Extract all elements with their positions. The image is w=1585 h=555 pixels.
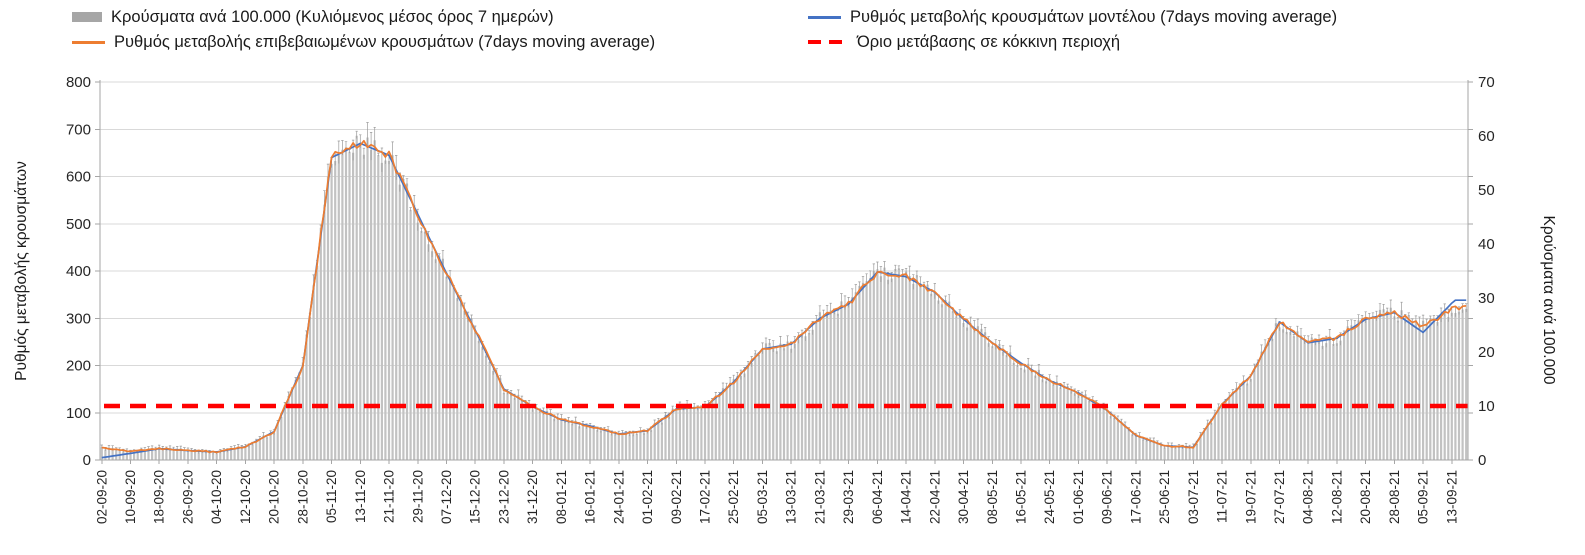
legend-item-red-threshold: Όριο μετάβασης σε κόκκινη περιοχή — [808, 32, 1337, 52]
x-tick-label: 04-08-21 — [1301, 470, 1316, 524]
x-tick-label: 25-02-21 — [726, 470, 741, 524]
legend-label-red-threshold: Όριο μετάβασης σε κόκκινη περιοχή — [857, 33, 1121, 51]
x-tick-label: 17-06-21 — [1128, 470, 1143, 524]
x-tick-label: 21-11-20 — [382, 470, 397, 523]
y-right-tick-label: 30 — [1478, 290, 1495, 307]
x-tick-label: 20-10-20 — [267, 470, 282, 524]
orange-line-swatch-icon — [72, 40, 105, 44]
x-tick-label: 29-11-20 — [410, 470, 425, 523]
x-tick-label: 06-04-21 — [870, 470, 885, 524]
blue-line-swatch-icon — [808, 15, 841, 19]
x-tick-label: 03-07-21 — [1186, 470, 1201, 524]
y-right-tick-label: 50 — [1478, 182, 1495, 199]
y-right-tick-label: 20 — [1478, 344, 1495, 361]
x-tick-label: 07-12-20 — [439, 470, 454, 524]
bar-swatch-icon — [72, 12, 102, 22]
axis-ticks — [95, 81, 1473, 464]
legend-label-cases-per-100k: Κρούσματα ανά 100.000 (Κυλιόμενος μέσος … — [111, 8, 554, 26]
y-right-tick-label: 0 — [1478, 452, 1486, 469]
x-tick-label: 20-08-21 — [1358, 470, 1373, 524]
legend-item-confirmed-rate: Ρυθμός μεταβολής επιβεβαιωμένων κρουσμάτ… — [72, 32, 808, 52]
x-tick-label: 02-09-20 — [94, 470, 109, 524]
x-tick-label: 16-01-21 — [583, 470, 598, 524]
x-tick-label: 24-05-21 — [1042, 470, 1057, 524]
y-left-tick-label: 400 — [66, 263, 91, 280]
left-axis-title: Ρυθμός μεταβολής κρουσμάτων — [13, 161, 30, 381]
y-left-tick-label: 200 — [66, 358, 91, 375]
x-tick-label: 18-09-20 — [152, 470, 167, 524]
confirmed-rate-line — [101, 139, 1467, 454]
axis-lines — [99, 80, 1469, 461]
legend-label-confirmed-rate: Ρυθμός μεταβολής επιβεβαιωμένων κρουσμάτ… — [114, 33, 656, 51]
x-tick-label: 13-03-21 — [784, 470, 799, 524]
x-tick-label: 10-09-20 — [123, 470, 138, 524]
x-tick-label: 13-09-21 — [1444, 470, 1459, 524]
x-tick-label: 13-11-20 — [353, 470, 368, 523]
x-tick-label: 31-12-20 — [525, 470, 540, 524]
x-tick-label: 16-05-21 — [1014, 470, 1029, 524]
x-tick-label: 30-04-21 — [956, 470, 971, 524]
legend-item-model-rate: Ρυθμός μεταβολής κρουσμάτων μοντέλου (7d… — [808, 7, 1337, 27]
red-dashed-swatch-icon — [808, 39, 848, 45]
y-left-tick-label: 500 — [66, 216, 91, 233]
y-left-tick-label: 300 — [66, 310, 91, 327]
x-tick-label: 11-07-21 — [1215, 470, 1230, 523]
x-tick-label: 17-02-21 — [698, 470, 713, 524]
x-tick-label: 08-01-21 — [554, 470, 569, 524]
x-tick-label: 01-06-21 — [1071, 470, 1086, 524]
x-tick-label: 09-06-21 — [1100, 470, 1115, 524]
x-tick-label: 12-08-21 — [1329, 470, 1344, 524]
y-right-tick-label: 70 — [1478, 74, 1495, 91]
y-right-tick-label: 60 — [1478, 128, 1495, 145]
x-tick-label: 05-03-21 — [755, 470, 770, 524]
x-tick-label: 24-01-21 — [611, 470, 626, 524]
legend-item-cases-per-100k: Κρούσματα ανά 100.000 (Κυλιόμενος μέσος … — [72, 7, 808, 27]
x-tick-label: 05-09-21 — [1416, 470, 1431, 524]
x-tick-label: 25-06-21 — [1157, 470, 1172, 524]
y-right-tick-label: 40 — [1478, 236, 1495, 253]
x-tick-label: 27-07-21 — [1272, 470, 1287, 524]
y-right-tick-label: 10 — [1478, 398, 1495, 415]
x-tick-label: 05-11-20 — [324, 470, 339, 523]
y-left-tick-label: 700 — [66, 121, 91, 138]
y-left-tick-label: 0 — [83, 452, 91, 469]
x-tick-label: 21-03-21 — [812, 470, 827, 524]
legend: Κρούσματα ανά 100.000 (Κυλιόμενος μέσος … — [72, 7, 1337, 52]
x-tick-label: 01-02-21 — [640, 470, 655, 524]
x-tick-label: 29-03-21 — [841, 470, 856, 524]
legend-label-model-rate: Ρυθμός μεταβολής κρουσμάτων μοντέλου (7d… — [850, 8, 1338, 26]
x-tick-label: 28-10-20 — [295, 470, 310, 524]
x-tick-label: 22-04-21 — [927, 470, 942, 524]
x-tick-label: 15-12-20 — [468, 470, 483, 524]
y-left-tick-label: 100 — [66, 405, 91, 422]
y-left-tick-label: 600 — [66, 169, 91, 186]
x-tick-label: 12-10-20 — [238, 470, 253, 524]
right-axis-title: Κρούσματα ανά 100.000 — [1540, 215, 1557, 385]
x-tick-label: 28-08-21 — [1387, 470, 1402, 524]
x-tick-label: 08-05-21 — [985, 470, 1000, 524]
x-tick-label: 19-07-21 — [1243, 470, 1258, 524]
x-tick-label: 09-02-21 — [669, 470, 684, 524]
y-left-tick-label: 800 — [66, 74, 91, 91]
cases-bars — [100, 135, 1468, 460]
x-tick-label: 23-12-20 — [496, 470, 511, 524]
x-tick-label: 04-10-20 — [209, 470, 224, 524]
x-tick-label: 26-09-20 — [181, 470, 196, 524]
x-tick-label: 14-04-21 — [899, 470, 914, 524]
